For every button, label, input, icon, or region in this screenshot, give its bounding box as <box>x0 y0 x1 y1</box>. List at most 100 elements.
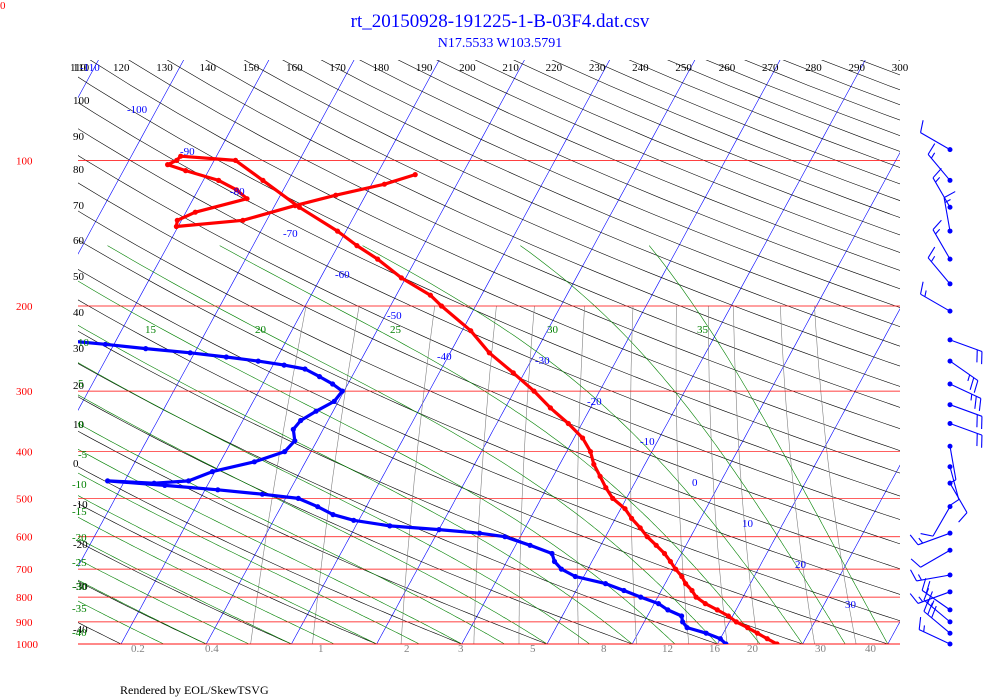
mixing-ratio-line <box>733 305 758 644</box>
left-axis-label: 60 <box>73 235 85 247</box>
moist-adiabat-line <box>78 579 207 644</box>
wind-barb-flag <box>931 600 935 607</box>
dry-adiabat-line <box>78 396 634 644</box>
dry-adiabat-line <box>166 60 900 387</box>
mixing-ratio-line <box>576 305 585 644</box>
top-axis-tick-label: 230 <box>589 62 606 74</box>
temperature-profile <box>166 154 778 644</box>
wind-barb-flag <box>932 167 942 179</box>
wind-barb-flag <box>923 588 930 601</box>
wind-barb <box>927 143 953 183</box>
left-axis-label: 0 <box>73 458 79 470</box>
isotherm-label: -110 <box>80 62 100 74</box>
pressure-tick-label: 700 <box>16 564 33 576</box>
mixing-ratio-line <box>780 305 815 644</box>
top-axis-tick-label: 220 <box>546 62 563 74</box>
pressure-tick-label: 500 <box>16 493 33 505</box>
dry-adiabat-line <box>78 503 378 644</box>
isotherm-line <box>205 60 525 644</box>
wind-barb-flag <box>923 599 930 612</box>
moist-adiabat-line <box>78 600 164 644</box>
footer-credit: Rendered by EOL/SkewTSVG <box>120 683 269 697</box>
isotherm-label: 10 <box>742 518 754 530</box>
wind-barb-staff <box>943 197 951 232</box>
dry-adiabat-line <box>957 53 1000 654</box>
dry-adiabat-line <box>859 60 900 76</box>
top-axis-tick-label: 180 <box>373 62 390 74</box>
wind-barb-staff <box>927 154 951 181</box>
wind-barb-staff <box>932 506 951 537</box>
mixing-ratio-line <box>250 305 307 644</box>
wind-barb-flag <box>950 479 957 484</box>
pressure-tick-label: 800 <box>16 592 33 604</box>
dry-adiabat-line <box>78 155 900 520</box>
chart-title: rt_20150928-191225-1-B-03F4.dat.csv <box>350 11 650 32</box>
isotherm-line <box>78 60 355 568</box>
dry-adiabat-line <box>436 60 900 253</box>
top-axis-tick-label: 210 <box>502 62 519 74</box>
moist-adiabat-label: -30 <box>72 581 87 593</box>
isotherm-label: 30 <box>845 599 857 611</box>
wind-barb-flag <box>944 199 951 203</box>
dry-adiabat-line <box>78 269 900 622</box>
left-axis-label: 100 <box>73 95 90 107</box>
moist-adiabat-line <box>78 362 590 644</box>
left-axis-label: -10 <box>73 499 88 511</box>
wind-barb-flag <box>920 281 924 295</box>
isotherm-label: -80 <box>230 186 245 198</box>
wind-barb-staff <box>920 293 951 312</box>
isotherm-line <box>78 60 270 411</box>
wind-barb-flag <box>932 219 942 231</box>
top-axis-tick-label: 170 <box>329 62 346 74</box>
pressure-tick-label: 300 <box>16 386 33 398</box>
wind-barb-flag <box>924 290 927 297</box>
mixing-ratio-line <box>630 305 637 644</box>
top-axis-tick-label: 140 <box>200 62 217 74</box>
top-axis-tick-label: 290 <box>848 62 865 74</box>
wind-barbs <box>909 120 983 647</box>
isotherm-label: -40 <box>437 351 452 363</box>
mixing-ratio-label: 3 <box>458 643 464 655</box>
moist-adiabat-line <box>520 245 846 644</box>
wind-barb <box>947 443 957 484</box>
isotherm-line <box>376 60 696 644</box>
dry-adiabat-line <box>821 60 900 91</box>
isotherm-label: -100 <box>127 104 148 116</box>
wind-barb-staff <box>918 629 951 645</box>
dry-adiabat-line <box>78 182 900 545</box>
wind-barb-staff <box>949 404 983 417</box>
wind-barb <box>943 191 956 234</box>
mixing-ratio-line <box>675 305 690 644</box>
moist-adiabat-line <box>78 324 633 644</box>
wind-barb <box>921 578 953 613</box>
wind-barb-flag <box>920 533 934 537</box>
wind-barb-flag <box>969 377 975 390</box>
moist-adiabat-line <box>78 472 420 644</box>
left-axis-label: -30 <box>73 581 88 593</box>
left-axis-label: 50 <box>73 271 85 283</box>
top-axis-tick-label: 260 <box>719 62 736 74</box>
wind-barb-flag <box>920 120 924 133</box>
isotherm-line <box>967 53 1000 654</box>
isotherm-line <box>631 152 900 644</box>
isotherm-line <box>0 53 17 654</box>
moist-adiabat-label: 20 <box>255 324 267 336</box>
wind-barb <box>947 464 960 508</box>
wind-barb <box>909 530 953 546</box>
wind-barb <box>947 358 979 393</box>
moist-adiabat-label: 15 <box>145 324 157 336</box>
top-axis-tick-label: 130 <box>156 62 173 74</box>
moist-adiabat-label: 25 <box>390 324 402 336</box>
mixing-ratio-label: 0.2 <box>131 643 145 655</box>
wind-barb-flag <box>918 596 924 603</box>
isotherm-line <box>717 308 900 644</box>
wind-barb <box>947 402 983 429</box>
moist-adiabat-label: -35 <box>72 603 87 615</box>
wind-barb <box>923 588 953 625</box>
wind-barb <box>927 246 953 287</box>
wind-barb-flag <box>917 574 922 581</box>
wind-barb-staff <box>923 599 951 623</box>
wind-barb <box>923 599 953 636</box>
